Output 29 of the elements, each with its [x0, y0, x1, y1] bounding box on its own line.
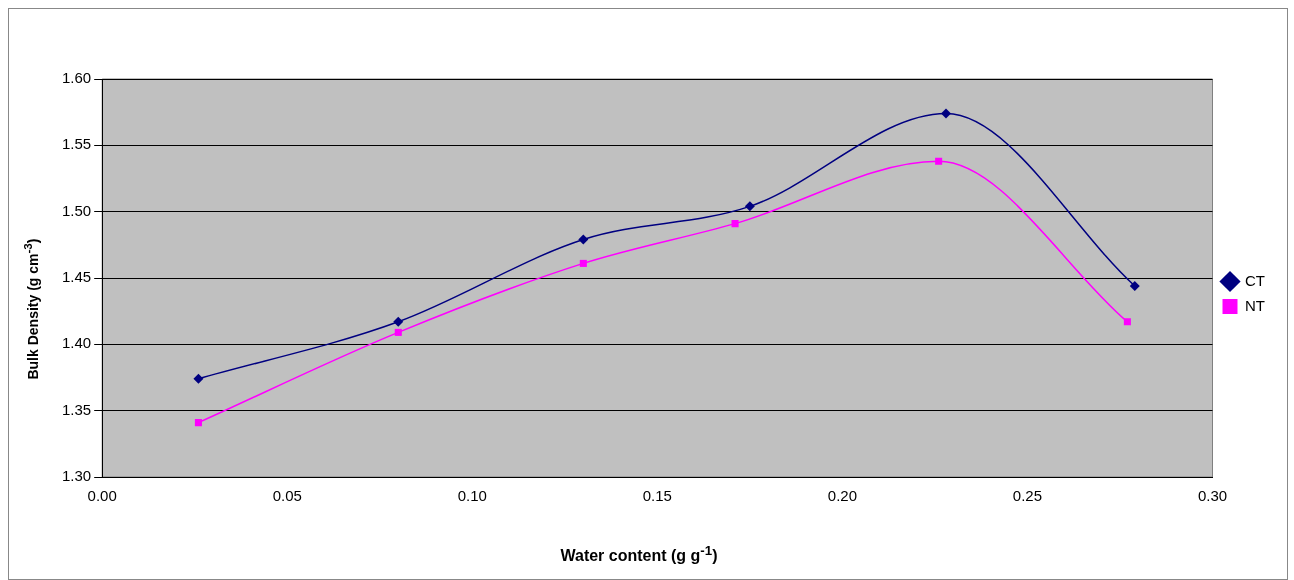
x-axis-title: Water content (g g$^{-1}$) — [560, 543, 718, 566]
legend-label: NT — [1245, 296, 1265, 314]
x-tick-label: 0.30 — [1197, 487, 1228, 505]
x-tick-label: 0.10 — [457, 487, 487, 505]
y-tick-label: 1.35 — [61, 400, 92, 418]
point — [194, 419, 202, 427]
point — [941, 108, 952, 119]
x-tick-label: 0.25 — [1012, 487, 1043, 505]
y-tick-label: 1.55 — [61, 135, 92, 153]
y-tick-label: 1.60 — [61, 69, 92, 87]
legend-label: CT — [1245, 271, 1265, 289]
y-tick-label: 1.50 — [61, 201, 92, 219]
point — [193, 373, 204, 384]
point — [731, 220, 739, 228]
point — [1123, 318, 1131, 326]
point — [393, 316, 404, 327]
y-tick-label: 1.45 — [61, 268, 92, 286]
y-tick-label: 1.40 — [61, 334, 92, 352]
point — [578, 234, 589, 245]
x-tick-label: 0.05 — [272, 487, 302, 505]
x-tick-label: 0.15 — [642, 487, 672, 505]
point — [579, 259, 587, 267]
x-tick-label: 0.00 — [87, 487, 117, 505]
point — [394, 328, 402, 336]
point — [1129, 280, 1140, 291]
point — [744, 201, 755, 212]
x-tick-label: 0.20 — [827, 487, 857, 505]
point — [935, 157, 943, 165]
y-tick-label: 1.30 — [61, 467, 92, 485]
